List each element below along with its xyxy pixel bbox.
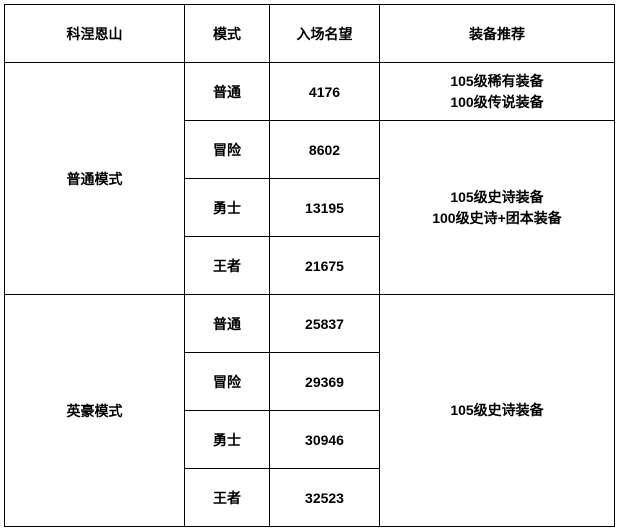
table-body: 科涅恩山 模式 入场名望 装备推荐 普通模式 普通 4176 105级稀有装备 … — [5, 5, 615, 527]
fame-cell: 8602 — [270, 121, 380, 179]
header-fame: 入场名望 — [270, 5, 380, 63]
gear-line: 100级传说装备 — [384, 92, 610, 113]
table-header-row: 科涅恩山 模式 入场名望 装备推荐 — [5, 5, 615, 63]
header-gear: 装备推荐 — [380, 5, 615, 63]
mode-cell: 普通 — [185, 295, 270, 353]
header-dungeon: 科涅恩山 — [5, 5, 185, 63]
gear-line: 105级史诗装备 — [384, 187, 610, 208]
gear-line: 105级史诗装备 — [384, 400, 610, 421]
fame-cell: 25837 — [270, 295, 380, 353]
category-cell: 普通模式 — [5, 63, 185, 295]
mode-cell: 勇士 — [185, 179, 270, 237]
mode-cell: 王者 — [185, 237, 270, 295]
gear-cell: 105级史诗装备 — [380, 295, 615, 527]
fame-cell: 29369 — [270, 353, 380, 411]
category-cell: 英豪模式 — [5, 295, 185, 527]
mode-cell: 普通 — [185, 63, 270, 121]
mode-cell: 王者 — [185, 469, 270, 527]
fame-cell: 32523 — [270, 469, 380, 527]
fame-cell: 30946 — [270, 411, 380, 469]
dungeon-table: 科涅恩山 模式 入场名望 装备推荐 普通模式 普通 4176 105级稀有装备 … — [4, 4, 615, 527]
mode-cell: 冒险 — [185, 121, 270, 179]
fame-cell: 4176 — [270, 63, 380, 121]
gear-line: 100级史诗+团本装备 — [384, 208, 610, 229]
mode-cell: 冒险 — [185, 353, 270, 411]
table-row: 英豪模式 普通 25837 105级史诗装备 — [5, 295, 615, 353]
fame-cell: 13195 — [270, 179, 380, 237]
header-mode: 模式 — [185, 5, 270, 63]
table-row: 普通模式 普通 4176 105级稀有装备 100级传说装备 — [5, 63, 615, 121]
mode-cell: 勇士 — [185, 411, 270, 469]
gear-cell: 105级史诗装备 100级史诗+团本装备 — [380, 121, 615, 295]
gear-cell: 105级稀有装备 100级传说装备 — [380, 63, 615, 121]
gear-line: 105级稀有装备 — [384, 71, 610, 92]
fame-cell: 21675 — [270, 237, 380, 295]
